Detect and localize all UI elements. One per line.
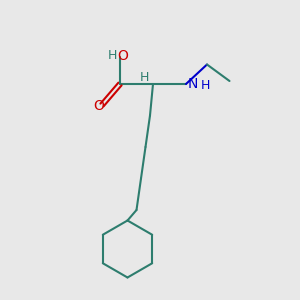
Text: H: H [140, 71, 149, 84]
Text: H: H [201, 79, 210, 92]
Text: H: H [108, 49, 117, 62]
Text: N: N [188, 77, 198, 91]
Text: O: O [94, 100, 104, 113]
Text: O: O [118, 49, 128, 62]
